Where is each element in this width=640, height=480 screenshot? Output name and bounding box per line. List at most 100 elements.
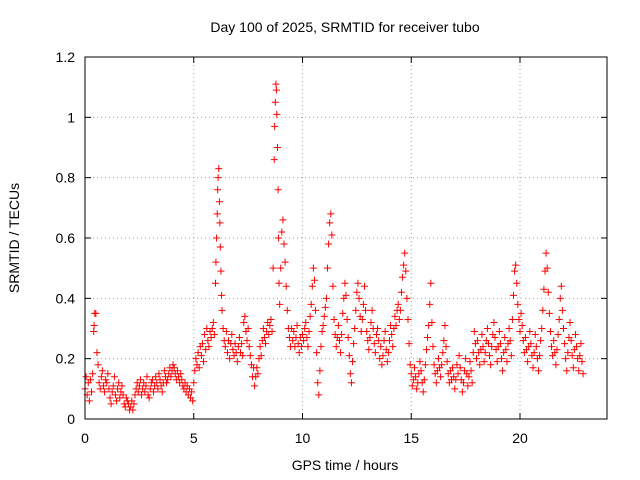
data-point [272, 86, 280, 94]
data-point [488, 343, 496, 351]
data-point [321, 303, 329, 311]
data-point [518, 321, 526, 329]
data-point [335, 337, 343, 345]
data-point [470, 328, 478, 336]
data-point [534, 367, 542, 375]
data-point [454, 370, 462, 378]
data-point [545, 309, 553, 317]
data-point [481, 349, 489, 357]
data-point [502, 346, 510, 354]
data-point [459, 379, 467, 387]
data-point [110, 373, 118, 381]
data-point [103, 379, 111, 387]
data-point [389, 343, 397, 351]
data-point [464, 382, 472, 390]
data-point [537, 337, 545, 345]
data-point [119, 391, 127, 399]
data-point [160, 367, 168, 375]
data-point [173, 367, 181, 375]
data-point [82, 373, 90, 381]
data-point [241, 312, 249, 320]
data-point [344, 334, 352, 342]
data-point [473, 355, 480, 363]
data-point [516, 328, 524, 336]
x-axis-label: GPS time / hours [292, 457, 399, 473]
data-point [556, 294, 564, 302]
data-point [122, 394, 130, 402]
data-point [539, 306, 547, 314]
data-point [474, 337, 482, 345]
data-point [268, 328, 276, 336]
data-point [244, 325, 252, 332]
data-point [531, 331, 539, 339]
data-point [235, 334, 243, 342]
data-point [146, 385, 154, 393]
data-point [295, 349, 303, 357]
data-point [293, 321, 301, 329]
data-point [233, 358, 241, 366]
data-point [307, 300, 315, 308]
data-point [371, 349, 379, 357]
data-point [316, 367, 324, 375]
data-point [223, 349, 231, 357]
data-point [266, 321, 274, 329]
data-point [568, 352, 576, 360]
data-point [362, 306, 370, 314]
data-point [328, 231, 336, 239]
data-point [107, 400, 115, 408]
data-point [491, 334, 499, 342]
data-point [465, 373, 473, 381]
data-point [145, 394, 153, 402]
data-point [544, 288, 552, 296]
data-point [576, 352, 584, 360]
data-point [407, 370, 415, 378]
data-point [378, 361, 386, 369]
data-point [194, 349, 202, 357]
data-point [254, 370, 262, 378]
data-point [421, 361, 429, 369]
data-point [138, 391, 146, 399]
data-point [379, 352, 387, 360]
data-point [218, 306, 226, 314]
data-point [438, 361, 446, 369]
data-point [245, 343, 253, 351]
data-point [222, 328, 230, 336]
data-point [467, 367, 475, 375]
data-point [188, 388, 196, 396]
data-point [372, 331, 380, 339]
data-point [98, 367, 106, 375]
data-point [303, 334, 311, 342]
data-point [332, 343, 340, 351]
data-point [270, 156, 278, 164]
data-point [304, 343, 312, 351]
data-point [253, 364, 261, 372]
data-point [345, 352, 353, 360]
data-point [343, 315, 351, 323]
data-point [269, 264, 277, 272]
data-point [493, 358, 501, 366]
data-point [102, 376, 110, 384]
data-point [555, 315, 563, 323]
data-point [515, 315, 523, 323]
data-point [490, 318, 498, 326]
data-point [506, 337, 514, 345]
data-point [368, 306, 376, 314]
data-point [562, 355, 570, 363]
data-point [548, 343, 556, 351]
data-point [108, 388, 116, 396]
data-point [439, 349, 447, 357]
data-point [521, 334, 529, 342]
data-point [290, 328, 298, 336]
data-point [219, 325, 227, 332]
data-point [213, 234, 221, 242]
data-point [315, 391, 323, 399]
y-tick-label: 1 [67, 109, 75, 125]
data-points [81, 80, 587, 414]
data-point [217, 267, 225, 275]
data-point [243, 337, 251, 345]
data-point [443, 358, 451, 366]
data-point [540, 285, 548, 293]
data-point [204, 337, 212, 345]
data-point [259, 325, 267, 332]
